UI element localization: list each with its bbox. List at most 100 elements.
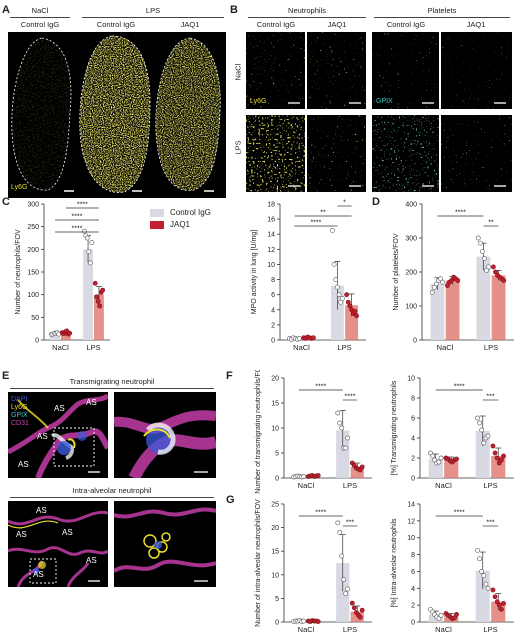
x-tick-label: NaCl — [52, 343, 69, 352]
y-tick-label: 12 — [407, 518, 415, 525]
y-tick-label: 6 — [411, 416, 415, 423]
significance-label: **** — [345, 394, 356, 401]
panel-a-underline-lps — [82, 17, 224, 18]
alveolar-space-label: AS — [86, 556, 97, 565]
y-axis-label: Number of transmigrating neutrophils/FOV — [255, 370, 262, 494]
data-point — [494, 599, 500, 605]
y-axis-label: Number of neutrophils/FOV — [15, 229, 22, 315]
alveolar-space-label: AS — [33, 570, 44, 579]
y-tick-label: 8 — [411, 552, 415, 559]
alveolar-space-label: AS — [36, 506, 47, 515]
legend-item-control: Control IgG — [150, 208, 211, 217]
y-tick-label: 6 — [411, 569, 415, 576]
significance-label: **** — [72, 226, 83, 233]
transmigrating-zoom-svg — [114, 410, 216, 478]
bar — [60, 333, 71, 340]
panel-a-header-control-nacl: Control IgG — [20, 20, 60, 29]
panel-b-svg — [246, 32, 512, 192]
panel-b-header-control-plt: Control IgG — [386, 20, 426, 29]
data-point — [492, 450, 498, 456]
y-tick-label: 25 — [271, 502, 279, 509]
data-point — [337, 529, 343, 535]
data-point — [455, 278, 461, 283]
bar — [491, 275, 506, 340]
data-point — [501, 601, 506, 606]
data-point — [333, 277, 339, 282]
transmigrating-overview-svg — [8, 393, 108, 478]
data-point — [499, 457, 504, 463]
intraalveolar-zoom-image — [114, 501, 216, 587]
bar — [444, 460, 459, 478]
y-tick-label: 0 — [275, 476, 279, 483]
chart-intraalveolar-percent: 0 2 4 6 8 10 12 14 [%] Intra-alveolar neutrophil… — [391, 502, 514, 634]
significance-label: **** — [315, 384, 326, 391]
data-point — [483, 581, 489, 587]
panel-label-a: A — [2, 4, 10, 16]
data-point — [343, 445, 349, 451]
data-point — [81, 228, 87, 234]
significance-label: ** — [320, 210, 326, 217]
y-tick-label: 5 — [275, 596, 279, 603]
y-tick-label: 4 — [411, 436, 415, 443]
data-point — [352, 308, 358, 314]
y-tick-label: 2 — [411, 456, 415, 463]
data-point — [97, 303, 103, 309]
y-tick-label: 0 — [411, 620, 415, 627]
alveolar-space-label: AS — [86, 398, 97, 407]
significance-label: **** — [310, 220, 321, 227]
x-tick-label: NaCl — [435, 625, 452, 634]
bar — [336, 563, 350, 622]
y-tick-label: 4 — [411, 586, 415, 593]
y-tick-label: 15 — [271, 401, 279, 408]
significance-label: **** — [72, 214, 83, 221]
data-point — [339, 296, 345, 301]
data-point — [335, 520, 341, 526]
panel-a-header-lps: LPS — [145, 6, 161, 15]
y-axis-label: [%] Transmigrating neutrophils — [391, 380, 398, 475]
alveolar-space-label: AS — [37, 432, 48, 441]
y-axis-label: MPO activity in lung [U/mg] — [251, 230, 258, 314]
data-point — [479, 249, 485, 254]
data-point — [477, 240, 483, 246]
y-tick-label: 14 — [267, 232, 275, 239]
data-point — [436, 616, 442, 622]
data-point — [87, 260, 93, 266]
transmigrating-overview-image — [8, 392, 108, 478]
lung-section-image — [8, 32, 226, 198]
bar — [491, 601, 506, 622]
panel-b-row-nacl: NaCl — [233, 63, 243, 81]
data-point — [345, 435, 351, 441]
data-point — [89, 240, 95, 245]
panel-label-e: E — [2, 370, 10, 382]
legend-label-jaq1: JAQ1 — [170, 220, 191, 229]
bar — [350, 467, 364, 478]
data-point — [335, 284, 340, 290]
panel-e-stain-dapi: DAPI — [11, 396, 28, 403]
data-point — [485, 433, 491, 439]
bar — [336, 430, 350, 478]
data-point — [67, 330, 73, 336]
data-point — [491, 264, 496, 270]
y-tick-label: 6 — [271, 292, 275, 299]
x-tick-label: NaCl — [298, 481, 315, 490]
data-point — [100, 287, 106, 293]
panel-b-stain-ly6g: Ly6G — [250, 98, 267, 105]
panel-e-stain-gpix: GPIX — [11, 412, 28, 419]
intraalveolar-overview-image — [8, 501, 108, 587]
data-point — [94, 294, 100, 300]
lung-section-svg — [11, 35, 221, 193]
panel-b-underline-neutrophils — [248, 17, 366, 18]
data-point — [501, 278, 507, 283]
data-point — [430, 453, 435, 459]
data-point — [337, 420, 343, 426]
y-tick-label: 4 — [271, 307, 275, 314]
data-point — [479, 427, 485, 433]
alveolar-space-label: AS — [54, 404, 65, 413]
significance-label: *** — [346, 520, 354, 527]
y-tick-label: 0 — [411, 476, 415, 483]
data-point — [449, 278, 454, 283]
y-tick-label: 10 — [407, 376, 415, 383]
data-point — [344, 292, 350, 298]
data-point — [499, 606, 504, 612]
data-point — [454, 456, 459, 462]
